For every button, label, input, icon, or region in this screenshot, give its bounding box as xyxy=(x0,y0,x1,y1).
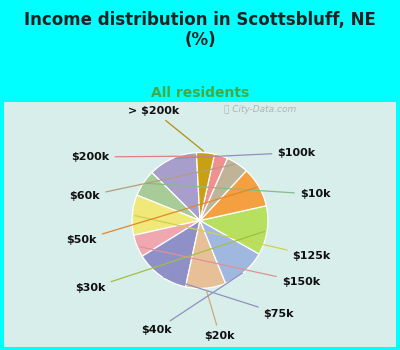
Wedge shape xyxy=(200,154,228,220)
Text: $150k: $150k xyxy=(140,247,320,287)
Text: $200k: $200k xyxy=(71,152,218,162)
Text: All residents: All residents xyxy=(151,86,249,100)
Wedge shape xyxy=(152,153,200,220)
Text: $40k: $40k xyxy=(141,273,242,335)
Wedge shape xyxy=(196,153,214,220)
Text: $50k: $50k xyxy=(66,188,256,245)
Wedge shape xyxy=(134,220,200,256)
Wedge shape xyxy=(200,206,268,254)
Wedge shape xyxy=(200,220,259,284)
Text: $30k: $30k xyxy=(75,231,264,293)
Wedge shape xyxy=(200,171,266,220)
Wedge shape xyxy=(132,195,200,235)
Text: $20k: $20k xyxy=(204,291,235,341)
Text: $100k: $100k xyxy=(175,148,316,158)
Text: Income distribution in Scottsbluff, NE
(%): Income distribution in Scottsbluff, NE (… xyxy=(24,10,376,49)
Wedge shape xyxy=(142,220,200,287)
Text: $75k: $75k xyxy=(163,277,294,318)
Wedge shape xyxy=(137,173,200,220)
Text: $60k: $60k xyxy=(70,164,235,201)
Wedge shape xyxy=(186,220,226,288)
Text: $10k: $10k xyxy=(146,183,330,199)
Text: $125k: $125k xyxy=(135,216,331,260)
Text: ⓘ City-Data.com: ⓘ City-Data.com xyxy=(224,105,296,114)
Text: > $200k: > $200k xyxy=(128,106,203,151)
Wedge shape xyxy=(200,158,246,220)
